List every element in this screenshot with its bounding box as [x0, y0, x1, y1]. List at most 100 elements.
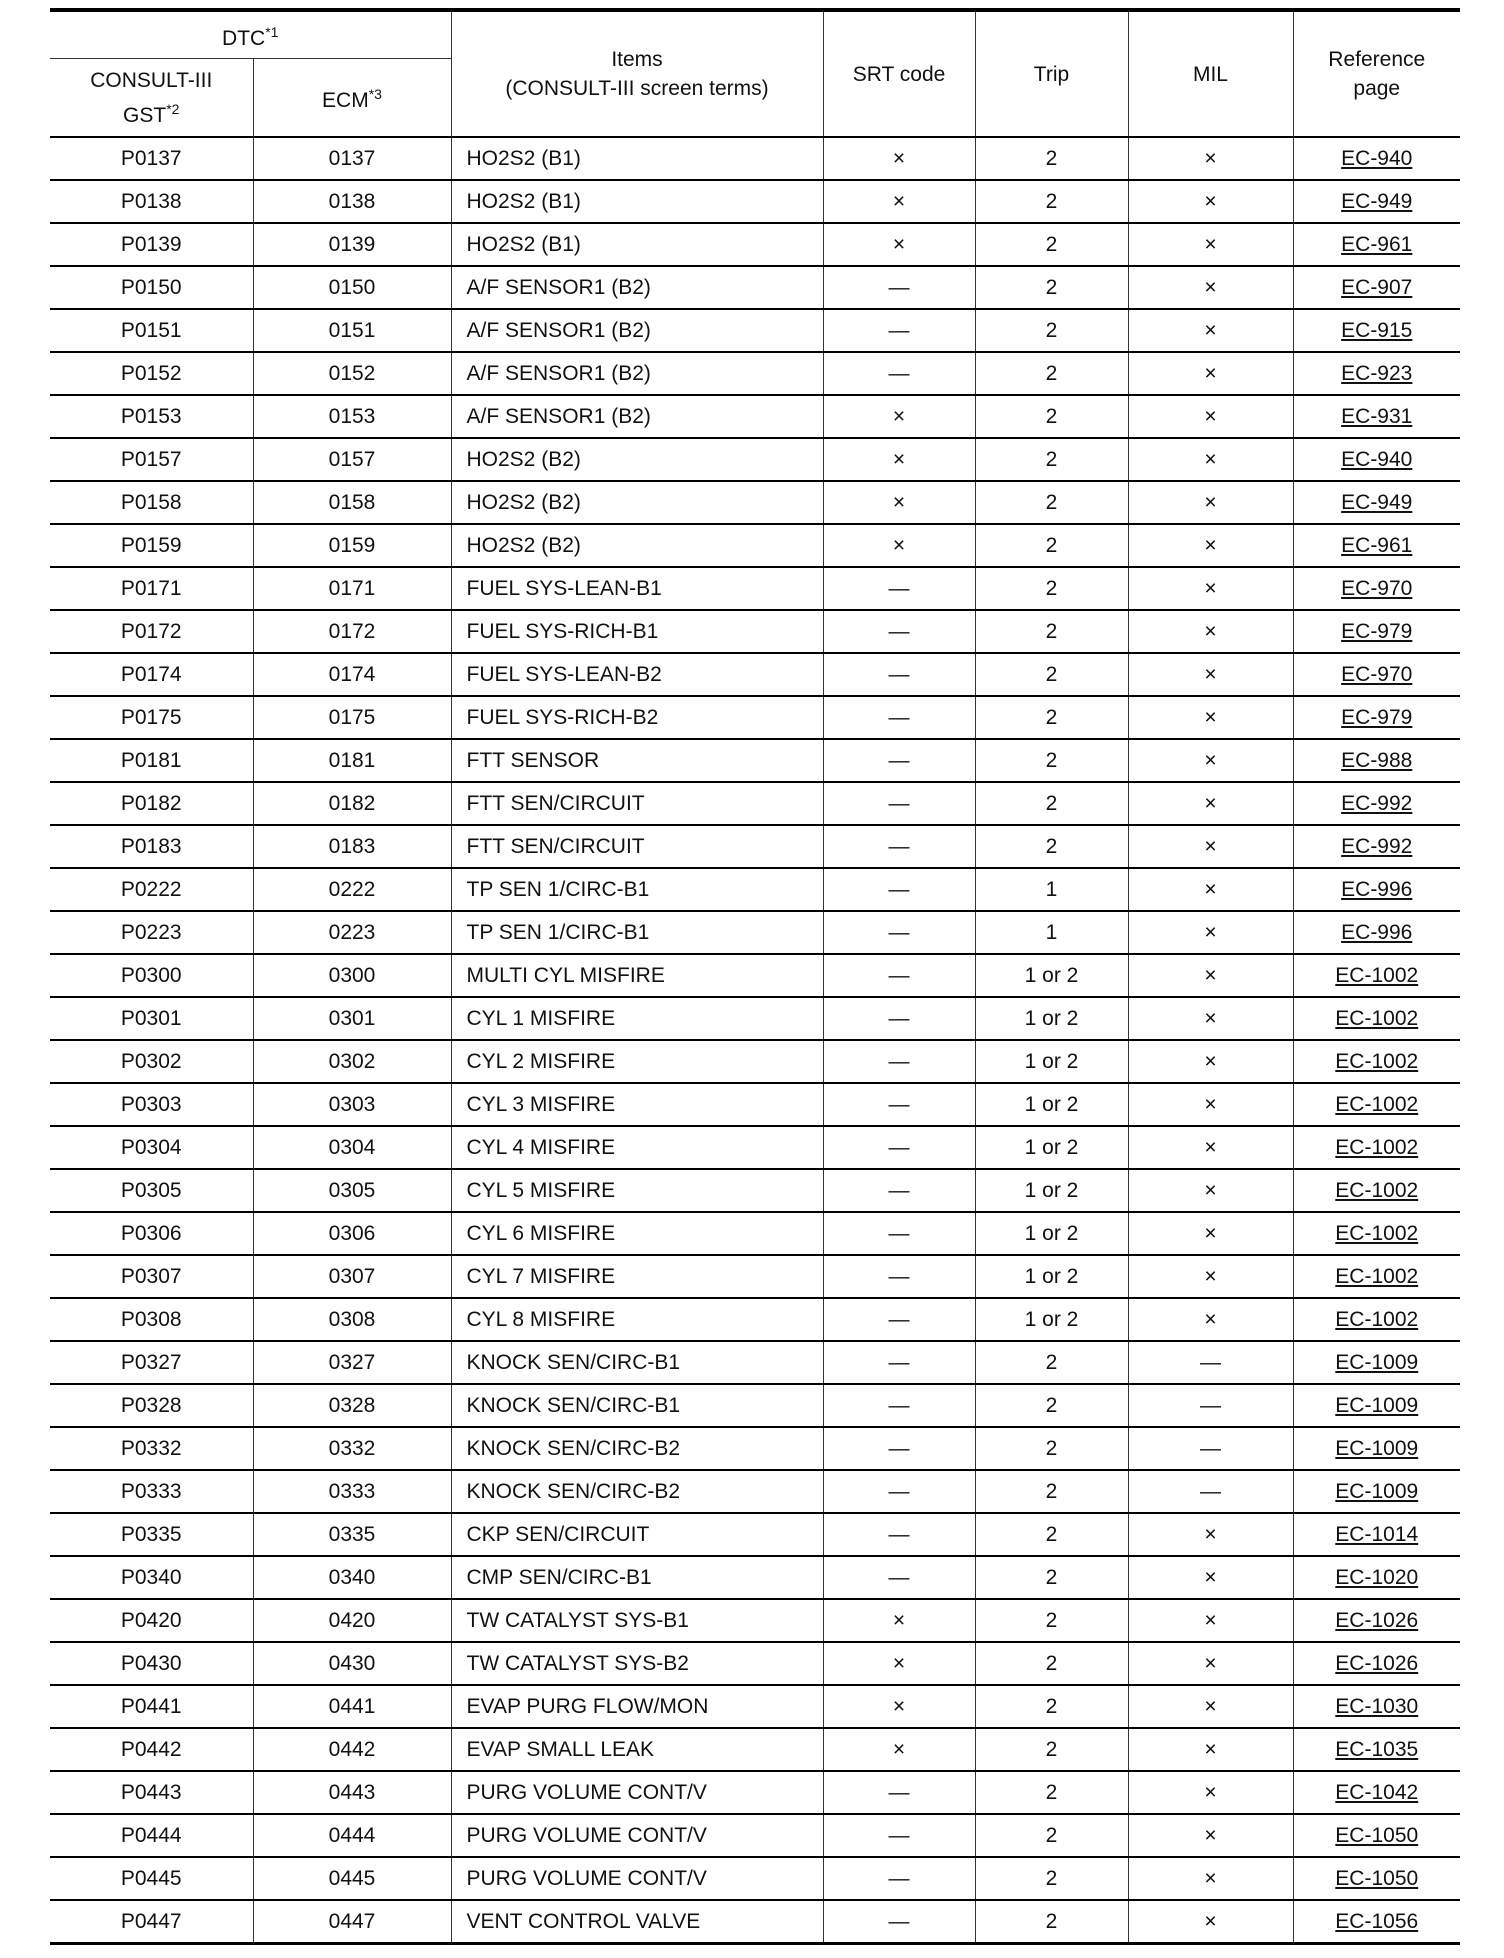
reference-link[interactable]: EC-996	[1341, 877, 1413, 901]
dtc-code-cell: P0222	[50, 868, 253, 912]
trip-cell: 1 or 2	[974, 1255, 1128, 1299]
dtc-code-cell: P0430	[50, 1642, 253, 1686]
reference-link[interactable]: EC-1002	[1335, 1307, 1419, 1331]
reference-link[interactable]: EC-1050	[1335, 1823, 1419, 1847]
mil-cell: ×	[1127, 1900, 1293, 1945]
reference-link-cell: EC-979	[1292, 610, 1460, 654]
reference-link[interactable]: EC-1009	[1335, 1436, 1419, 1460]
reference-link[interactable]: EC-1014	[1335, 1522, 1419, 1546]
reference-link[interactable]: EC-979	[1341, 705, 1413, 729]
item-name-cell: A/F SENSOR1 (B2)	[450, 352, 823, 396]
reference-link[interactable]: EC-1020	[1335, 1565, 1419, 1589]
trip-cell: 2	[974, 1771, 1128, 1815]
table-row: P0444 0444 PURG VOLUME CONT/V —2 × EC-1050	[50, 1814, 1460, 1858]
trip-cell: 1	[974, 911, 1128, 955]
reference-link[interactable]: EC-970	[1341, 576, 1413, 600]
reference-link[interactable]: EC-1050	[1335, 1866, 1419, 1890]
reference-link[interactable]: EC-1030	[1335, 1694, 1419, 1718]
reference-link[interactable]: EC-1002	[1335, 963, 1419, 987]
mil-cell: ×	[1127, 1040, 1293, 1084]
reference-link[interactable]: EC-992	[1341, 791, 1413, 815]
ecm-code-cell: 0151	[252, 309, 451, 353]
reference-link[interactable]: EC-949	[1341, 490, 1413, 514]
mil-cell: ×	[1127, 1212, 1293, 1256]
srt-code-cell: —	[822, 1470, 975, 1514]
reference-link[interactable]: EC-1002	[1335, 1264, 1419, 1288]
reference-link[interactable]: EC-979	[1341, 619, 1413, 643]
srt-code-cell: —	[822, 696, 975, 740]
srt-code-cell: ×	[822, 1642, 975, 1686]
table-row: P0303 0303 CYL 3 MISFIRE —1 or 2 × EC-1002	[50, 1083, 1460, 1127]
mil-cell: ×	[1127, 438, 1293, 482]
reference-link[interactable]: EC-1002	[1335, 1178, 1419, 1202]
srt-code-cell: —	[822, 1900, 975, 1945]
trip-cell: 2	[974, 1685, 1128, 1729]
dtc-code-cell: P0307	[50, 1255, 253, 1299]
mil-cell: ×	[1127, 782, 1293, 826]
reference-link[interactable]: EC-1035	[1335, 1737, 1419, 1761]
dtc-code-cell: P0183	[50, 825, 253, 869]
item-name-cell: A/F SENSOR1 (B2)	[450, 266, 823, 310]
reference-link[interactable]: EC-940	[1341, 447, 1413, 471]
reference-link[interactable]: EC-1026	[1335, 1608, 1419, 1632]
reference-link[interactable]: EC-970	[1341, 662, 1413, 686]
table-row: P0332 0332 KNOCK SEN/CIRC-B2—2— EC-1009	[50, 1427, 1460, 1471]
mil-cell: ×	[1127, 1556, 1293, 1600]
reference-link-cell: EC-1042	[1292, 1771, 1460, 1815]
item-name-cell: CYL 6 MISFIRE	[450, 1212, 823, 1256]
reference-link[interactable]: EC-988	[1341, 748, 1413, 772]
reference-link[interactable]: EC-961	[1341, 232, 1413, 256]
reference-link[interactable]: EC-1026	[1335, 1651, 1419, 1675]
reference-link[interactable]: EC-1056	[1335, 1909, 1419, 1933]
reference-link[interactable]: EC-940	[1341, 146, 1413, 170]
ecm-code-cell: 0182	[252, 782, 451, 826]
ecm-header: ECM*3	[252, 58, 451, 138]
srt-code-cell: —	[822, 1427, 975, 1471]
trip-cell: 2	[974, 1728, 1128, 1772]
reference-link[interactable]: EC-1002	[1335, 1135, 1419, 1159]
item-name-cell: KNOCK SEN/CIRC-B2	[450, 1427, 823, 1471]
reference-link[interactable]: EC-923	[1341, 361, 1413, 385]
items-header: Items (CONSULT-III screen terms)	[450, 10, 823, 138]
dtc-code-cell: P0304	[50, 1126, 253, 1170]
reference-link-cell: EC-961	[1292, 223, 1460, 267]
reference-link[interactable]: EC-1002	[1335, 1049, 1419, 1073]
reference-link-cell: EC-1002	[1292, 1126, 1460, 1170]
reference-link[interactable]: EC-992	[1341, 834, 1413, 858]
reference-link[interactable]: EC-949	[1341, 189, 1413, 213]
dtc-code-cell: P0158	[50, 481, 253, 525]
reference-link[interactable]: EC-1002	[1335, 1006, 1419, 1030]
reference-link[interactable]: EC-1002	[1335, 1092, 1419, 1116]
trip-cell: 2	[974, 438, 1128, 482]
reference-link[interactable]: EC-915	[1341, 318, 1413, 342]
trip-cell: 2	[974, 395, 1128, 439]
reference-link[interactable]: EC-1009	[1335, 1350, 1419, 1374]
ecm-code-cell: 0328	[252, 1384, 451, 1428]
reference-link[interactable]: EC-996	[1341, 920, 1413, 944]
table-row: P0182 0182 FTT SEN/CIRCUIT —2 × EC-992	[50, 782, 1460, 826]
ecm-code-cell: 0150	[252, 266, 451, 310]
mil-cell: ×	[1127, 309, 1293, 353]
reference-link[interactable]: EC-931	[1341, 404, 1413, 428]
reference-link[interactable]: EC-961	[1341, 533, 1413, 557]
trip-cell: 1	[974, 868, 1128, 912]
table-row: P0328 0328 KNOCK SEN/CIRC-B1—2— EC-1009	[50, 1384, 1460, 1428]
mil-cell: ×	[1127, 1599, 1293, 1643]
dtc-code-cell: P0152	[50, 352, 253, 396]
item-name-cell: HO2S2 (B2)	[450, 481, 823, 525]
reference-link[interactable]: EC-1002	[1335, 1221, 1419, 1245]
reference-link[interactable]: EC-1009	[1335, 1479, 1419, 1503]
item-name-cell: CYL 7 MISFIRE	[450, 1255, 823, 1299]
item-name-cell: CYL 2 MISFIRE	[450, 1040, 823, 1084]
dtc-code-cell: P0306	[50, 1212, 253, 1256]
table-row: P0306 0306 CYL 6 MISFIRE —1 or 2 × EC-1002	[50, 1212, 1460, 1256]
ecm-code-cell: 0223	[252, 911, 451, 955]
item-name-cell: PURG VOLUME CONT/V	[450, 1857, 823, 1901]
reference-link[interactable]: EC-1009	[1335, 1393, 1419, 1417]
srt-code-cell: —	[822, 1814, 975, 1858]
trip-cell: 2	[974, 1642, 1128, 1686]
table-row: P0302 0302 CYL 2 MISFIRE —1 or 2 × EC-1002	[50, 1040, 1460, 1084]
table-row: P0138 0138 HO2S2 (B1) × 2 × EC-949	[50, 180, 1460, 224]
reference-link[interactable]: EC-1042	[1335, 1780, 1419, 1804]
reference-link[interactable]: EC-907	[1341, 275, 1413, 299]
